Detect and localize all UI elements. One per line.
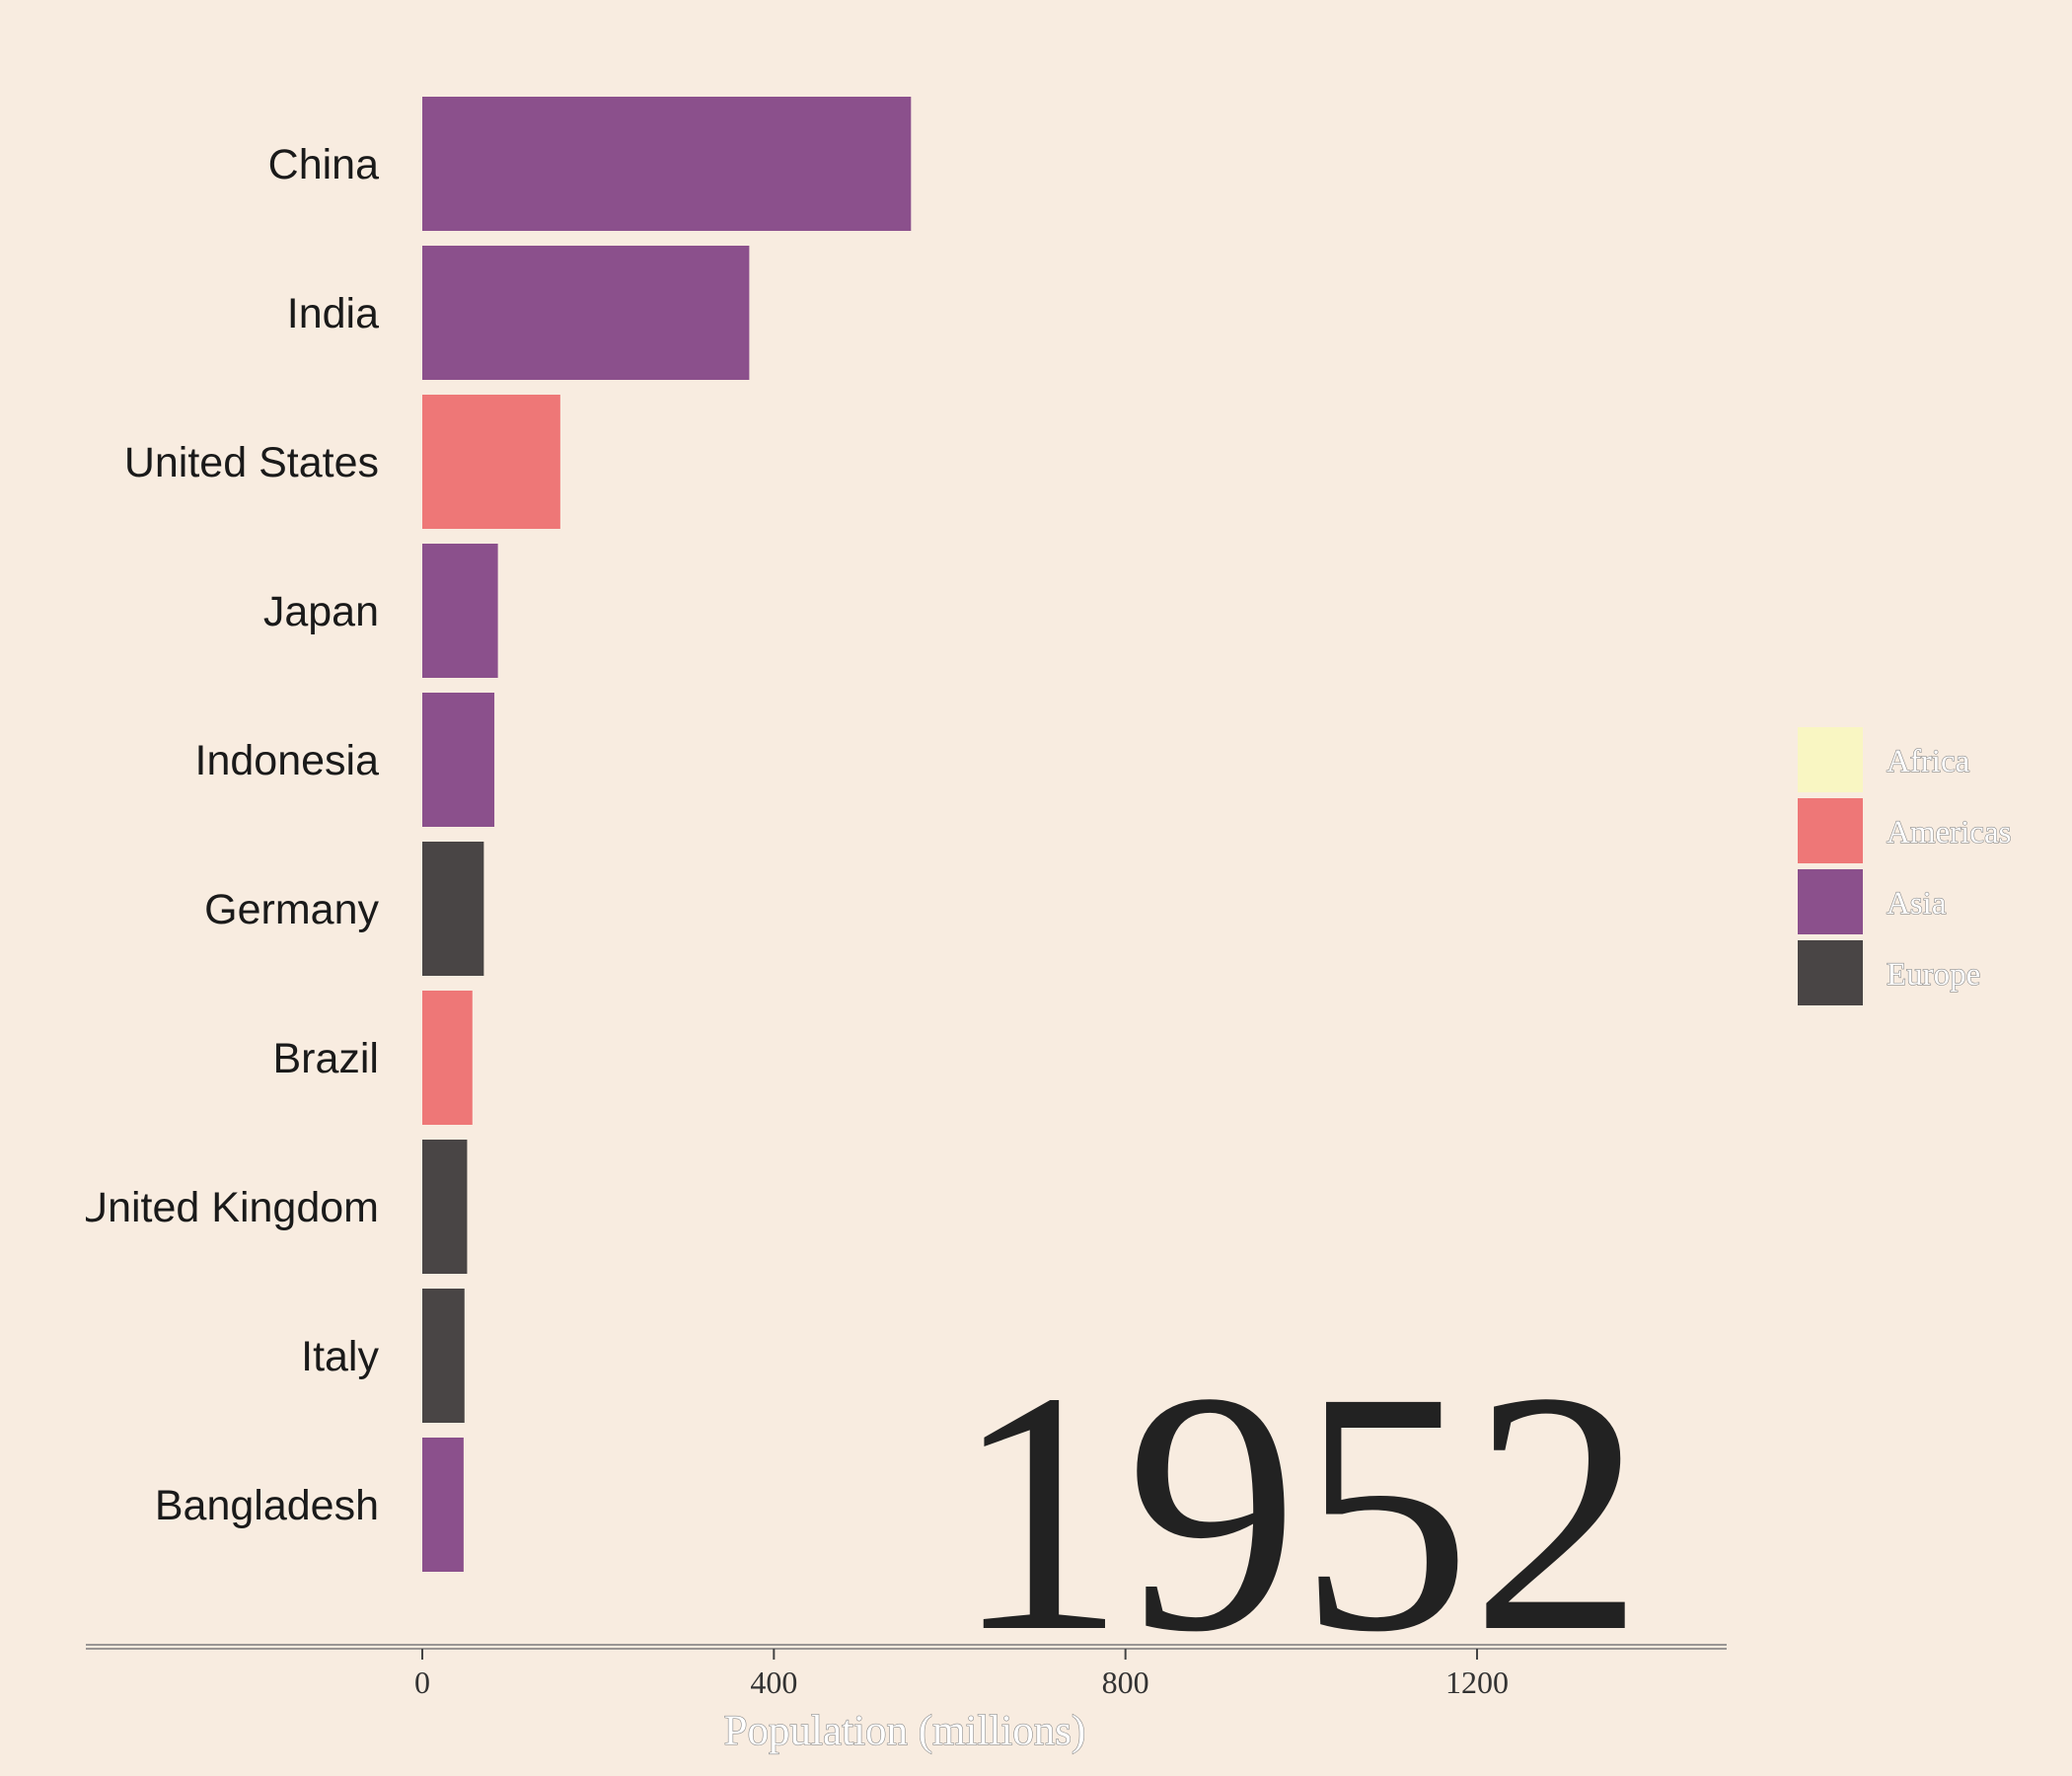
bar-united-states xyxy=(422,395,560,529)
category-label-brazil: Brazil xyxy=(272,1035,379,1082)
legend-swatch-africa xyxy=(1798,727,1863,792)
category-label-germany: Germany xyxy=(204,886,379,933)
bar-brazil xyxy=(422,991,473,1125)
year-label: 1952 xyxy=(953,1320,1644,1703)
bar-united-kingdom xyxy=(422,1140,468,1274)
bar-bangladesh xyxy=(422,1438,464,1572)
x-tick-label-400: 400 xyxy=(750,1665,797,1700)
category-label-china: China xyxy=(268,141,379,188)
bar-indonesia xyxy=(422,693,495,827)
legend-swatch-europe xyxy=(1798,940,1863,1005)
x-axis-title: Population (millions) xyxy=(724,1708,1086,1754)
x-tick-label-0: 0 xyxy=(414,1665,430,1700)
x-tick-label-800: 800 xyxy=(1102,1665,1149,1700)
bar-germany xyxy=(422,842,484,976)
category-label-bangladesh: Bangladesh xyxy=(155,1482,379,1529)
legend-label-africa: Africa xyxy=(1887,744,1970,779)
x-tick-label-1200: 1200 xyxy=(1445,1665,1509,1700)
category-labels: China India United States Japan Indonesia Ger… xyxy=(77,141,380,1529)
bar-india xyxy=(422,246,750,380)
legend-label-asia: Asia xyxy=(1887,886,1947,922)
bar-italy xyxy=(422,1289,465,1423)
category-label-united-states: United States xyxy=(124,439,379,486)
bar-china xyxy=(422,97,912,231)
bar-japan xyxy=(422,544,498,678)
legend: Africa Americas Asia Europe xyxy=(1798,727,2012,1005)
bars xyxy=(422,97,912,1572)
category-label-united-kingdom: United Kingdom xyxy=(77,1184,379,1231)
category-label-japan: Japan xyxy=(263,588,379,635)
legend-label-americas: Americas xyxy=(1887,815,2011,851)
legend-swatch-asia xyxy=(1798,869,1863,934)
category-label-indonesia: Indonesia xyxy=(195,737,380,784)
x-axis: 0 400 800 1200 xyxy=(86,1644,1727,1700)
legend-label-europe: Europe xyxy=(1887,957,1980,993)
category-label-italy: Italy xyxy=(301,1333,379,1380)
legend-swatch-americas xyxy=(1798,798,1863,863)
category-label-india: India xyxy=(287,290,379,337)
